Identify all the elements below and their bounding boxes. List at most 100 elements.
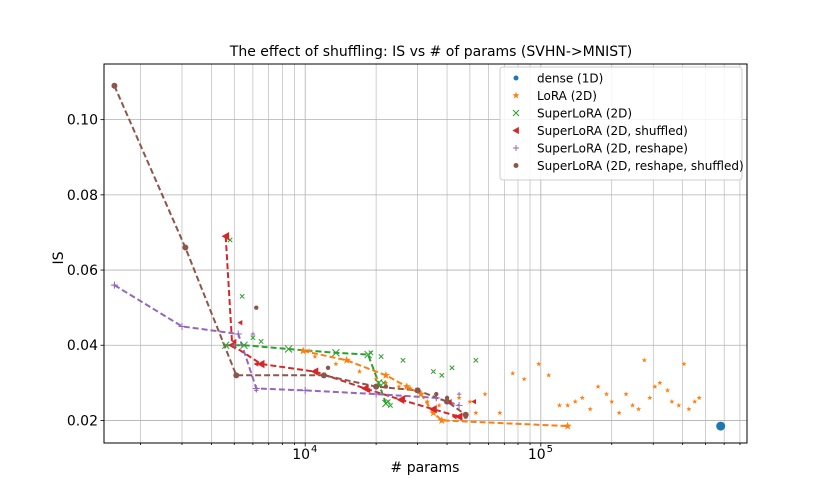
x-tick-label-exponent: 4: [311, 444, 317, 455]
data-point-lora-2d: [579, 395, 585, 401]
series-line-marker-superlora-2d: [240, 341, 248, 350]
series-line-marker-superlora-2d-reshape: [455, 401, 463, 409]
series-line-marker-lora-2d: [381, 370, 391, 379]
data-point-lora-2d: [635, 406, 642, 412]
data-point-superlora-2d: [473, 357, 479, 363]
data-point-lora-2d: [510, 370, 516, 376]
data-point-lora-2d: [521, 376, 527, 382]
y-tick-label: 0.04: [67, 338, 98, 354]
data-point-lora-2d: [383, 380, 389, 386]
data-point-lora-2d: [467, 398, 473, 404]
series-line-marker-superlora-2d-reshape-shuffled: [444, 398, 451, 405]
series-line-marker-superlora-2d: [284, 345, 293, 353]
legend-marker: [512, 126, 519, 135]
series-line-marker-lora-2d: [402, 382, 411, 391]
data-point-superlora-2d-reshape: [250, 331, 256, 337]
x-tick-label: 10 5: [528, 444, 553, 463]
data-point-superlora-2d-reshape-shuffled: [254, 305, 259, 310]
data-point-superlora-2d-shuffled: [451, 414, 457, 420]
plot-frame: [103, 63, 748, 444]
data-point-lora-2d: [657, 380, 663, 386]
data-point-superlora-2d-reshape-shuffled: [444, 395, 450, 401]
data-point-superlora-2d-reshape-shuffled: [463, 414, 468, 419]
series-line-marker-lora-2d: [437, 416, 446, 424]
data-point-superlora-2d: [380, 380, 387, 386]
series-line-marker-superlora-2d-reshape: [301, 386, 309, 394]
data-point-lora-2d: [676, 402, 682, 408]
series-markers: [110, 82, 726, 431]
x-tick-label-base: 10: [528, 447, 546, 463]
data-point-lora-2d: [356, 368, 363, 374]
data-point-lora-2d: [456, 395, 462, 401]
legend-label: SuperLoRA (2D, shuffled): [537, 124, 688, 138]
data-point-lora-2d: [312, 353, 318, 359]
data-point-superlora-2d-reshape-shuffled: [325, 365, 331, 371]
data-point-superlora-2d-reshape-shuffled: [183, 245, 188, 250]
series-line-marker-superlora-2d-reshape-shuffled: [320, 372, 327, 379]
series-line-marker-superlora-2d: [332, 348, 340, 357]
data-point-superlora-2d: [400, 357, 406, 363]
data-point-lora-2d: [436, 402, 442, 408]
data-point-lora-2d: [396, 383, 402, 389]
data-point-lora-2d: [629, 402, 636, 408]
series-line-marker-superlora-2d-reshape: [234, 330, 242, 338]
series-line-marker-superlora-2d-reshape-shuffled: [373, 383, 380, 390]
y-tick-label: 0.08: [67, 188, 98, 204]
data-point-superlora-2d-shuffled: [400, 395, 406, 401]
data-point-lora-2d: [669, 398, 675, 404]
chart-title: The effect of shuffling: IS vs # of para…: [229, 44, 632, 60]
data-point-lora-2d: [373, 376, 379, 382]
series-line-marker-superlora-2d-shuffled: [454, 412, 463, 421]
data-point-superlora-2d-reshape: [254, 388, 259, 393]
data-point-superlora-2d: [250, 335, 256, 341]
data-point-lora-2d: [623, 391, 629, 397]
data-point-superlora-2d-reshape-shuffled: [112, 83, 117, 89]
data-point-superlora-2d-reshape: [232, 343, 237, 348]
legend-marker: [513, 75, 519, 81]
legend: dense (1D) LoRA (2D) SuperLoRA (2D) SuperLo…: [499, 66, 744, 181]
series-line-marker-superlora-2d-shuffled: [227, 341, 236, 350]
series-line-marker-lora-2d: [429, 408, 438, 417]
data-point-superlora-2d-reshape: [112, 282, 117, 288]
series-line-marker-lora-2d: [563, 421, 572, 430]
data-point-superlora-2d-reshape-shuffled: [234, 373, 239, 378]
y-tick-label: 0.06: [67, 263, 98, 279]
series-line-marker-lora-2d: [416, 389, 426, 398]
data-point-lora-2d: [333, 361, 339, 367]
data-point-lora-2d: [681, 361, 687, 367]
data-point-superlora-2d-shuffled: [471, 399, 477, 405]
data-point-lora-2d: [424, 398, 430, 404]
data-point-superlora-2d-reshape: [434, 395, 439, 401]
legend-marker: [512, 109, 520, 117]
data-point-superlora-2d: [385, 399, 391, 405]
data-point-lora-2d: [692, 398, 698, 404]
y-axis-label: IS: [51, 251, 67, 264]
legend-label: dense (1D): [537, 72, 603, 86]
series-line-superlora-2d-reshape-shuffled: [113, 85, 467, 416]
series-line-marker-superlora-2d-reshape: [372, 390, 380, 398]
legend-label: SuperLoRA (2D, reshape): [537, 142, 688, 156]
data-point-lora-2d: [647, 395, 653, 401]
data-point-lora-2d: [603, 391, 610, 397]
data-point-superlora-2d: [368, 350, 374, 356]
data-point-superlora-2d: [439, 372, 445, 378]
y-tick-label: 0.02: [67, 413, 98, 429]
data-point-lora-2d: [407, 385, 414, 391]
x-tick-label-base: 10: [292, 447, 310, 463]
data-point-lora-2d: [306, 348, 312, 354]
data-point-lora-2d: [587, 406, 593, 412]
data-point-lora-2d: [641, 357, 647, 363]
series-line-marker-lora-2d: [298, 346, 308, 355]
legend-label: SuperLoRA (2D, reshape, shuffled): [537, 159, 744, 173]
legend-label: SuperLoRA (2D): [537, 107, 632, 121]
data-point-lora-2d: [609, 398, 615, 404]
data-point-superlora-2d-reshape-shuffled: [383, 384, 389, 389]
legend-marker: [513, 163, 519, 168]
series-line-marker-superlora-2d-shuffled: [256, 359, 265, 369]
series-line-marker-lora-2d: [342, 355, 351, 364]
legend-marker: [513, 145, 519, 151]
data-point-lora-2d: [595, 383, 601, 389]
data-point-lora-2d: [652, 383, 658, 389]
